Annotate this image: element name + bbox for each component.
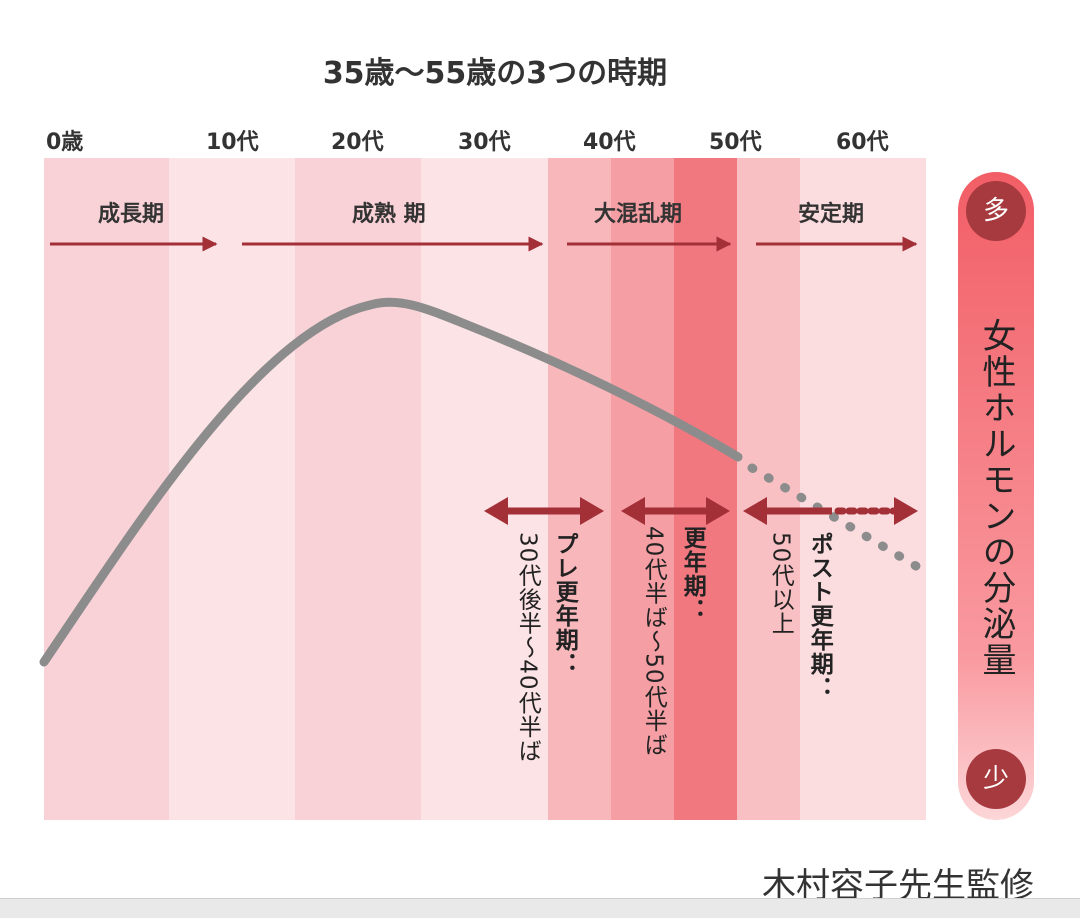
phase-growth: 成長期 [98,202,165,227]
age-label-30s: 30代 [458,130,511,155]
age-label-10s: 10代 [206,130,259,155]
age-label-40s: 40代 [583,130,636,155]
period-pre-range: 30代後半〜40代半ば [514,532,541,763]
age-label-50s: 50代 [709,130,762,155]
age-label-0: 0歳 [46,130,84,155]
age-label-20s: 20代 [331,130,384,155]
bottom-divider [0,898,1080,918]
age-label-60s: 60代 [836,130,889,155]
phase-turmoil: 大混乱期 [594,202,683,227]
scale-low: 少 [966,749,1026,809]
period-pre-name: プレ更年期： [551,532,578,676]
chart-title: 35歳〜55歳の3つの時期 [322,56,668,91]
hormone-curve-projection [747,463,931,577]
hormone-scale-bar [958,172,1034,820]
period-post-range: 50代以上 [767,532,794,636]
scale-label: 女性ホルモンの分泌量 [976,318,1016,678]
phase-stable: 安定期 [798,202,865,227]
age-bands [44,158,926,820]
period-main-name: 更年期： [679,526,706,622]
period-main-range: 40代半ば〜50代半ば [640,526,667,757]
period-arrows [484,497,918,525]
hormone-curve [39,297,743,667]
scale-high: 多 [966,181,1026,241]
period-post-name: ポスト更年期： [806,532,833,700]
phase-maturity: 成熟 期 [352,202,426,227]
